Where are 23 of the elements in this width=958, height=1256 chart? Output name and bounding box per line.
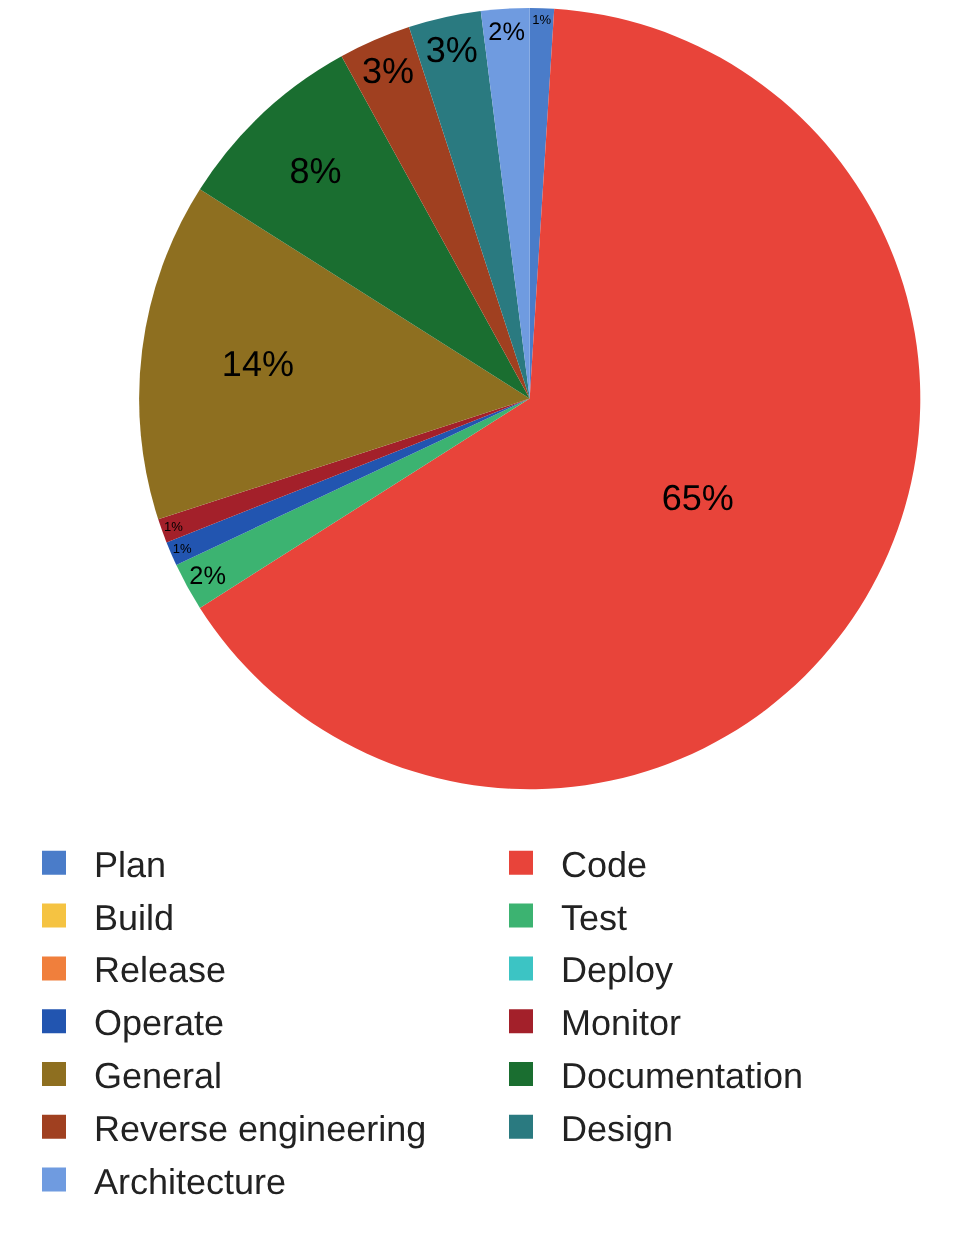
data-label: 14% [221, 344, 294, 385]
data-label: 3% [425, 30, 478, 71]
data-label: 8% [289, 150, 342, 191]
legend-label: General [94, 1056, 223, 1097]
pie-slice [139, 189, 530, 520]
legend-label: Test [561, 897, 628, 938]
legend-label: Documentation [561, 1056, 804, 1097]
legend-label: Monitor [561, 1003, 682, 1044]
data-label: 65% [661, 478, 734, 519]
legend-label: Deploy [561, 950, 674, 991]
data-label: 2% [189, 562, 226, 591]
legend-label: Plan [94, 844, 167, 885]
legend-label: Code [561, 844, 648, 885]
data-label: 3% [361, 50, 414, 91]
legend-label: Build [94, 897, 175, 938]
legend-label: Release [94, 950, 227, 991]
data-label: 2% [488, 18, 525, 47]
legend-label: Design [561, 1108, 674, 1149]
legend-label: Operate [94, 1003, 225, 1044]
pie-slice [409, 11, 530, 399]
legend-label: Reverse engineering [94, 1108, 427, 1149]
legend-label: Architecture [94, 1161, 287, 1202]
pie-slice [480, 8, 530, 399]
